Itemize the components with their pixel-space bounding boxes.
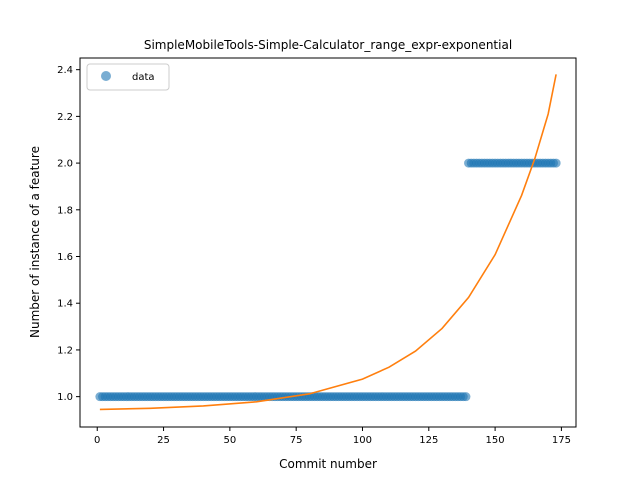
x-axis-label: Commit number <box>279 457 377 471</box>
data-point <box>551 158 561 168</box>
plot-area <box>95 74 561 411</box>
y-axis-label: Number of instance of a feature <box>28 146 42 338</box>
x-tick-label: 25 <box>157 435 170 446</box>
y-axis: 1.0 1.2 1.4 1.6 1.8 2.0 2.2 2.4 <box>57 65 80 403</box>
legend-label-data: data <box>132 72 155 83</box>
y-tick-label: 1.2 <box>57 345 73 356</box>
data-point <box>461 392 471 402</box>
y-tick-label: 2.0 <box>57 159 73 170</box>
x-tick-label: 125 <box>419 435 438 446</box>
x-tick-label: 75 <box>290 435 303 446</box>
y-tick-label: 2.2 <box>57 112 73 123</box>
x-tick-label: 100 <box>353 435 372 446</box>
axes-frame <box>79 57 577 428</box>
legend-box <box>86 63 170 91</box>
legend: data <box>86 63 170 91</box>
legend-marker-data <box>101 71 111 81</box>
x-tick-label: 175 <box>552 435 571 446</box>
x-tick-label: 50 <box>223 435 236 446</box>
x-tick-label: 150 <box>486 435 505 446</box>
x-tick-label: 0 <box>94 435 100 446</box>
y-tick-label: 1.0 <box>57 392 73 403</box>
chart-title: SimpleMobileTools-Simple-Calculator_rang… <box>144 38 512 52</box>
y-tick-label: 2.4 <box>57 65 73 76</box>
y-tick-label: 1.6 <box>57 252 73 263</box>
y-tick-label: 1.8 <box>57 205 73 216</box>
y-tick-label: 1.4 <box>57 299 73 310</box>
x-axis: 0 25 50 75 100 125 150 175 <box>94 427 571 446</box>
exponential-fit-line <box>99 74 557 411</box>
